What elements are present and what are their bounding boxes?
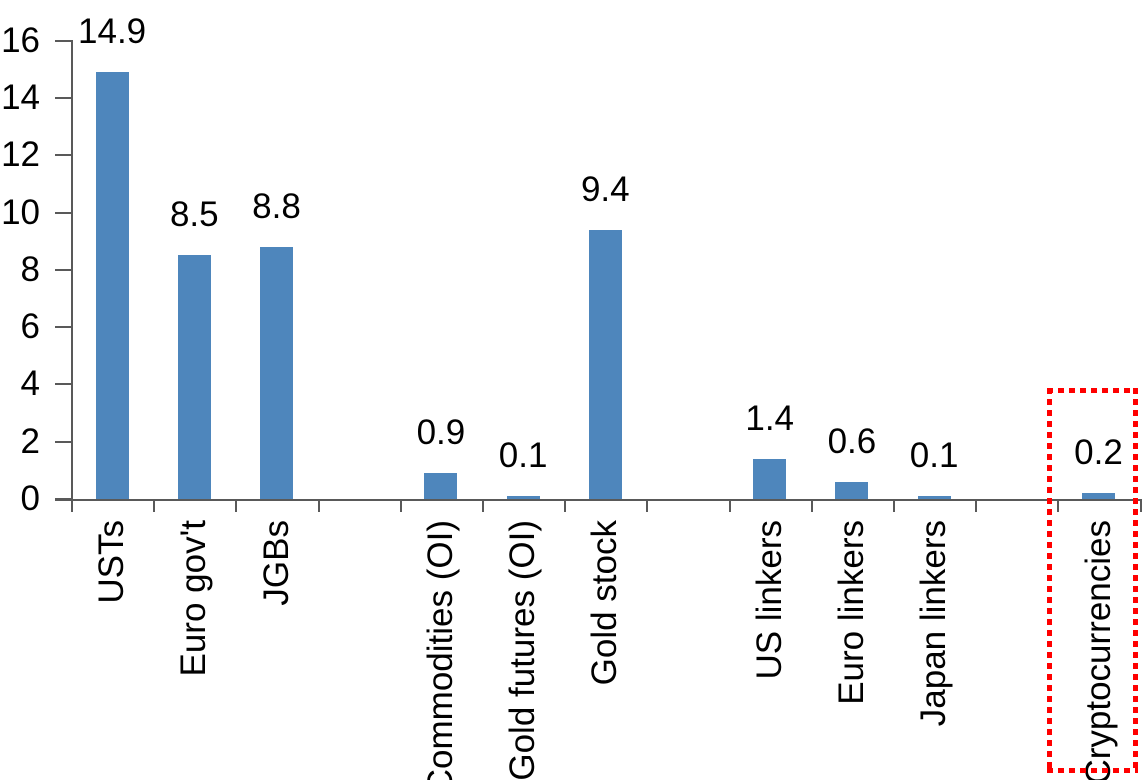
bar-value-label: 0.2 [1074,433,1123,473]
y-tick [55,39,71,42]
y-tick-label: 6 [20,307,40,347]
x-axis-label: Euro linkers [831,520,871,705]
highlight-box-top-edge [1047,388,1138,393]
x-axis-label: Commodities (OI) [420,520,460,780]
bar [753,458,787,499]
y-tick-label: 14 [1,77,40,117]
x-tick [153,499,156,512]
x-axis-label: JGBs [256,520,296,606]
x-tick [975,499,978,512]
x-tick [810,499,813,512]
bar [95,72,129,499]
crypto-highlight-box [1047,388,1138,773]
bar-value-label: 8.5 [169,195,219,235]
bar-value-label: 0.1 [498,436,548,476]
bar [424,473,458,499]
y-tick [55,440,71,443]
y-tick [55,383,71,386]
x-tick [728,499,731,512]
y-axis-line [71,40,73,512]
x-axis-label: Gold futures (OI) [503,520,543,780]
bar-value-label: 0.6 [827,421,877,461]
x-axis-line [55,499,1141,501]
x-tick [399,499,402,512]
x-tick [893,499,895,512]
x-axis-label: Gold stock [585,520,625,686]
y-tick [55,96,71,99]
bar-value-label: 9.4 [580,169,630,209]
bar [1082,493,1115,499]
highlight-box-bottom-edge [1047,768,1138,773]
bar-value-label: 8.8 [252,186,301,226]
x-tick [1139,499,1142,512]
bar [260,246,293,499]
x-tick [235,499,238,512]
bar [177,255,211,499]
bar [835,481,869,499]
y-tick [55,268,71,271]
x-tick [564,499,567,512]
y-tick [55,326,71,329]
bar [588,229,622,499]
bar [917,496,951,499]
y-tick-label: 10 [1,192,40,232]
x-axis-label: Japan linkers [914,520,954,727]
x-tick [71,499,73,512]
y-tick-label: 8 [20,249,40,289]
x-tick [317,499,320,512]
x-tick [1057,499,1060,512]
highlight-box-right-edge [1133,388,1138,773]
y-tick [55,154,71,157]
bar [506,496,540,499]
x-axis-label: Euro gov't [174,520,214,677]
x-tick [646,499,649,512]
y-tick-label: 12 [1,135,40,175]
x-tick [482,499,484,512]
y-tick [55,211,71,214]
bar-value-label: 14.9 [78,12,147,52]
y-tick-label: 16 [1,20,40,60]
x-axis-label: US linkers [749,520,789,680]
y-tick-label: 0 [20,479,40,518]
bar-value-label: 0.9 [416,413,466,453]
bar-value-label: 1.4 [745,398,795,438]
highlight-box-left-edge [1047,388,1052,773]
y-tick-label: 2 [20,421,40,461]
y-tick-label: 4 [20,364,40,404]
bar-value-label: 0.1 [909,436,959,476]
x-axis-label: USTs [92,520,132,604]
